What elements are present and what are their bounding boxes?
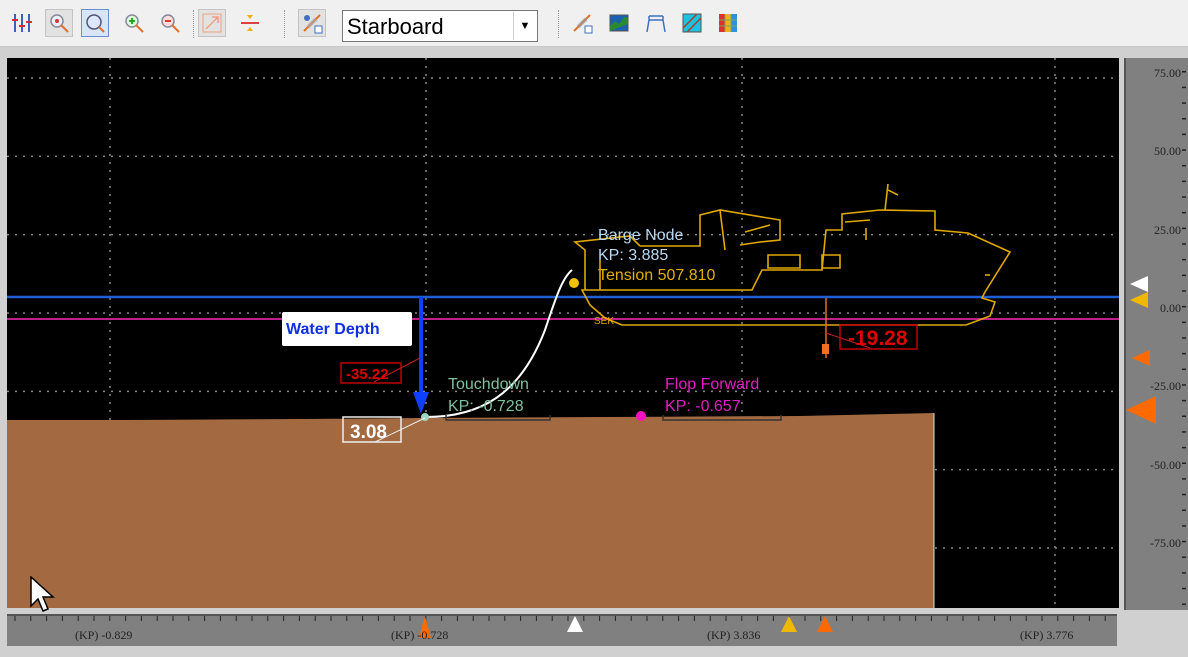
y-tick-label: 50.00 [1154, 144, 1181, 159]
pipe-catenary [425, 269, 573, 418]
touchdown-kp: KP: -0.728 [448, 398, 524, 415]
touchdown-title: Touchdown [448, 376, 529, 393]
barge-kp-marker-icon [567, 616, 583, 632]
toolbar-separator [558, 10, 561, 38]
seabed-value: 3.08 [350, 422, 387, 443]
vessel-value: -19.28 [848, 327, 908, 350]
stern-marker: SEK [594, 316, 614, 327]
seabed-level-marker-icon [1126, 396, 1156, 424]
probe-level-marker-icon [1132, 350, 1150, 366]
zoom-out-icon[interactable] [156, 9, 184, 37]
water-depth-arrowhead [413, 392, 429, 414]
seabed-profile-icon[interactable] [605, 9, 633, 37]
water-depth-label-box [282, 312, 412, 346]
water-depth-value: -35.22 [346, 366, 389, 383]
barge-node-title: Barge Node [598, 227, 683, 244]
pipe-view-icon[interactable] [298, 9, 326, 37]
water-depth-label: Water Depth [286, 321, 380, 338]
x-tick-label: (KP) -0.829 [75, 628, 133, 642]
y-tick-label: -75.00 [1150, 535, 1181, 550]
mouse-cursor-icon [30, 576, 55, 612]
pipe-check-icon[interactable] [568, 9, 596, 37]
sliders-icon[interactable] [8, 9, 36, 37]
chevron-down-icon[interactable]: ▼ [513, 12, 536, 40]
flop-forward-marker [636, 411, 646, 421]
y-axis[interactable]: 75.00 50.00 25.00 0.00 -25.00 -50.00 -75.00 [1124, 58, 1188, 610]
span-icon[interactable] [642, 9, 670, 37]
view-select[interactable]: Starboard ▼ [342, 10, 538, 42]
probe-kp-marker-icon [817, 616, 833, 632]
x-axis[interactable]: (KP) -0.829 (KP) -0.728 (KP) 3.836 (KP) 3.7… [7, 614, 1117, 646]
profile-plot[interactable]: -19.28 Barge Node KP: 3.885 Tension 507.… [7, 58, 1119, 608]
vessel-probe-marker [822, 344, 829, 354]
flop-forward-kp: KP: -0.657 [665, 398, 741, 415]
y-tick-label: -50.00 [1150, 457, 1181, 472]
toolbar: Starboard ▼ [0, 0, 1188, 47]
zoom-point-icon[interactable] [45, 9, 73, 37]
toolbar-separator [193, 10, 196, 38]
vessel-kp-marker-icon [781, 616, 797, 632]
zoom-window-icon[interactable] [81, 9, 109, 37]
heatmap-icon[interactable] [714, 9, 742, 37]
toolbar-separator [284, 10, 287, 38]
water-level-marker-icon [1130, 276, 1148, 292]
section-icon[interactable] [678, 9, 706, 37]
barge-node-marker [569, 278, 579, 288]
tension-readout: Tension 507.810 [598, 267, 716, 284]
y-tick-label: 25.00 [1154, 222, 1181, 237]
split-icon[interactable] [236, 9, 264, 37]
y-tick-label: 75.00 [1154, 66, 1181, 81]
x-tick-label: (KP) 3.776 [1020, 628, 1074, 642]
flop-forward-title: Flop Forward [665, 376, 759, 393]
zoom-extents-icon[interactable] [198, 9, 226, 37]
vessel-value-box [839, 324, 918, 350]
touchdown-kp-marker-icon [419, 616, 431, 638]
y-tick-label: -25.00 [1150, 379, 1181, 394]
x-tick-label: (KP) 3.836 [707, 628, 761, 642]
seabed [7, 413, 934, 608]
zoom-in-icon[interactable] [120, 9, 148, 37]
barge-node-kp: KP: 3.885 [598, 247, 668, 264]
view-select-value: Starboard [347, 14, 444, 39]
x-tick-label: (KP) -0.728 [391, 628, 449, 642]
y-tick-label: 0.00 [1160, 301, 1181, 315]
vessel-level-marker-icon [1130, 292, 1148, 308]
vessel-outline [572, 183, 1012, 326]
